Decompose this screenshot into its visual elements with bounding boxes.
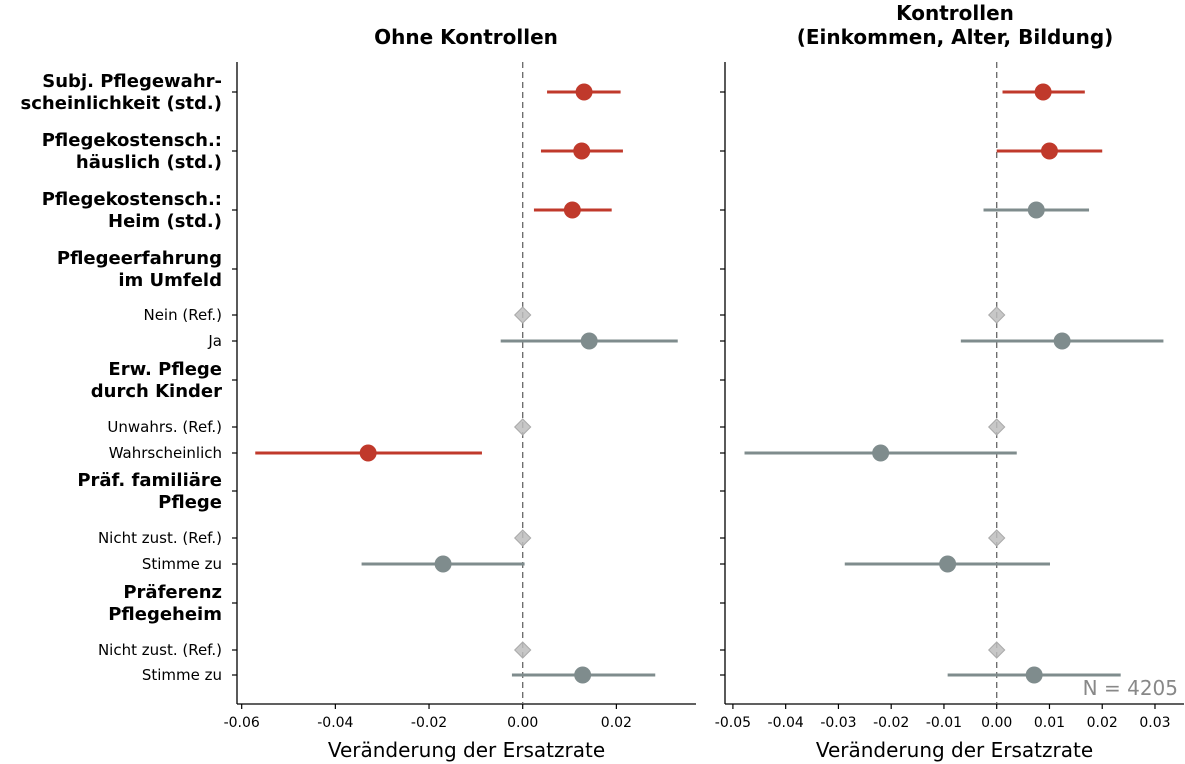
x-tick-label-4: 0.02 (601, 715, 632, 731)
row-label-2-line-1: Heim (std.) (108, 211, 222, 232)
estimate-point-row-2 (1027, 201, 1045, 219)
estimate-point-row-1 (1040, 142, 1058, 160)
x-tick-label-4: -0.01 (926, 715, 962, 731)
row-label-13: Nicht zust. (Ref.) (98, 641, 222, 659)
row-label-0-line-0: Subj. Pflegewahr- (42, 71, 222, 92)
estimate-point-row-1 (573, 142, 591, 160)
panel-1: Ohne Kontrollen -0.06 -0.04 -0.02 0.00 0.02 Ve… (224, 25, 696, 762)
reference-marker-row-4 (513, 306, 532, 324)
row-label-4: Nein (Ref.) (143, 306, 222, 324)
estimate-point-row-14 (1025, 666, 1043, 684)
row-label-3-line-1: im Umfeld (118, 270, 222, 291)
x-tick-label-8: 0.03 (1139, 715, 1170, 731)
row-label-5: Ja (207, 332, 222, 350)
row-label-9-line-1: Pflege (158, 492, 222, 513)
row-label-11: Stimme zu (142, 555, 222, 573)
x-tick-label-6: 0.01 (1034, 715, 1065, 731)
panel-2-title-line-0: Kontrollen (896, 1, 1014, 25)
x-tick-label-5: 0.00 (981, 715, 1012, 731)
row-label-7: Unwahrs. (Ref.) (107, 418, 222, 436)
estimate-point-row-11 (939, 555, 957, 573)
x-tick-label-2: -0.03 (820, 715, 856, 731)
row-label-12-line-1: Pflegeheim (108, 604, 222, 625)
reference-marker-row-10 (987, 529, 1006, 547)
sample-size-label: N = 4205 (1083, 676, 1178, 700)
estimate-point-row-2 (563, 201, 581, 219)
x-axis-label: Veränderung der Ersatzrate (816, 738, 1093, 762)
estimate-point-row-0 (575, 83, 593, 101)
x-tick-label-3: 0.00 (507, 715, 538, 731)
x-axis-label: Veränderung der Ersatzrate (328, 738, 605, 762)
reference-marker-row-13 (987, 641, 1006, 659)
estimate-point-row-8 (872, 444, 890, 462)
row-label-14: Stimme zu (142, 666, 222, 684)
row-label-2-line-0: Pflegekostensch.: (42, 189, 222, 210)
row-label-9-line-0: Präf. familiäre (77, 470, 222, 491)
estimate-point-row-14 (574, 666, 592, 684)
row-label-1-line-1: häuslich (std.) (76, 152, 222, 173)
estimate-point-row-5 (1053, 332, 1071, 350)
row-label-3-line-0: Pflegeerfahrung (57, 248, 222, 269)
x-tick-label-0: -0.06 (224, 715, 260, 731)
x-tick-label-1: -0.04 (317, 715, 353, 731)
panel-2: Kontrollen(Einkommen, Alter, Bildung) -0.… (715, 1, 1184, 762)
row-label-8: Wahrscheinlich (109, 444, 222, 462)
row-label-1-line-0: Pflegekostensch.: (42, 130, 222, 151)
row-label-6-line-1: durch Kinder (91, 381, 222, 402)
reference-marker-row-7 (513, 418, 532, 436)
panel-1-title: Ohne Kontrollen (374, 25, 558, 49)
row-label-0-line-1: scheinlichkeit (std.) (21, 93, 222, 114)
x-tick-label-2: -0.02 (411, 715, 447, 731)
estimate-point-row-8 (359, 444, 377, 462)
row-label-6-line-0: Erw. Pflege (108, 359, 222, 380)
estimate-point-row-0 (1034, 83, 1052, 101)
reference-marker-row-10 (513, 529, 532, 547)
x-tick-label-0: -0.05 (715, 715, 751, 731)
reference-marker-row-7 (987, 418, 1006, 436)
x-tick-label-3: -0.02 (873, 715, 909, 731)
reference-marker-row-13 (513, 641, 532, 659)
x-tick-label-1: -0.04 (768, 715, 804, 731)
row-label-10: Nicht zust. (Ref.) (98, 529, 222, 547)
estimate-point-row-5 (580, 332, 598, 350)
reference-marker-row-4 (987, 306, 1006, 324)
x-tick-label-7: 0.02 (1087, 715, 1118, 731)
panel-2-title-line-1: (Einkommen, Alter, Bildung) (797, 25, 1114, 49)
row-label-12-line-0: Präferenz (123, 582, 222, 603)
estimate-point-row-11 (434, 555, 452, 573)
